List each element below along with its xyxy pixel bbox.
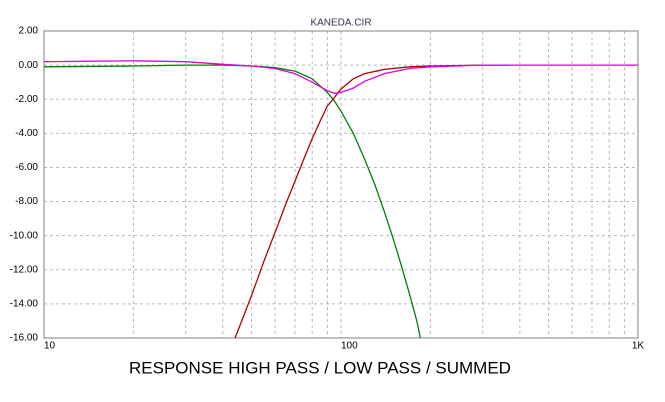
y-tick-label: -8.00	[15, 196, 38, 207]
y-tick-label: 0.00	[19, 60, 39, 71]
y-tick-label: -16.00	[10, 333, 39, 344]
y-tick-label: -2.00	[15, 94, 38, 105]
y-tick-label: -12.00	[10, 264, 39, 275]
y-tick-label: -14.00	[10, 299, 39, 310]
y-tick-label: -4.00	[15, 128, 38, 139]
y-tick-label: -6.00	[15, 162, 38, 173]
x-tick-label: 1K	[632, 341, 645, 352]
x-tick-label: 10	[44, 341, 56, 352]
series-line	[43, 60, 638, 94]
series-line	[43, 64, 422, 339]
chart-title: KANEDA.CIR	[310, 18, 371, 29]
chart-caption: RESPONSE HIGH PASS / LOW PASS / SUMMED	[129, 358, 511, 377]
plot-border	[43, 30, 639, 339]
series-line	[234, 64, 510, 339]
y-tick-label: -10.00	[10, 230, 39, 241]
y-tick-label: 2.00	[19, 26, 39, 37]
x-tick-label: 100	[341, 341, 358, 352]
